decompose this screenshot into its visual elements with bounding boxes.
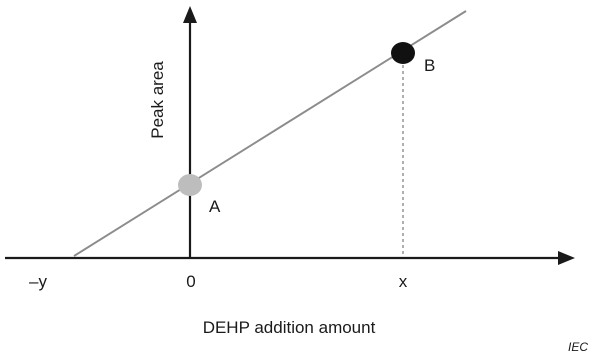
x-axis-arrowhead [558,251,575,265]
point-b-label: B [424,56,435,75]
point-b-marker [391,42,415,64]
point-a-label: A [209,197,221,216]
tick-label-x: x [399,272,408,291]
point-a-marker [178,174,202,196]
y-axis-arrowhead [183,6,197,23]
tick-label-zero: 0 [186,272,195,291]
credit-label: IEC [568,340,588,354]
tick-label-neg-y: –y [29,272,47,291]
x-axis-label: DEHP addition amount [203,318,376,337]
y-axis-label: Peak area [148,61,167,139]
